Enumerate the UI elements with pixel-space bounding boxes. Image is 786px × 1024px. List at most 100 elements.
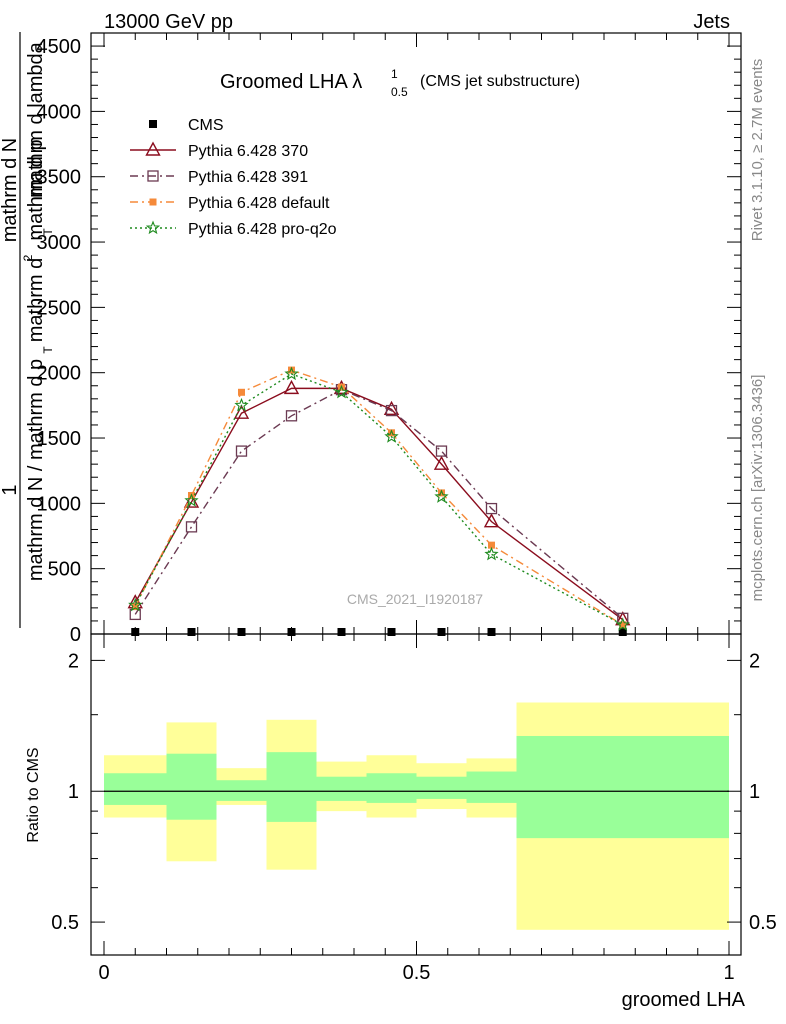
legend-label-cms: CMS bbox=[188, 117, 224, 134]
ratio-band-inner bbox=[516, 735, 729, 839]
data-point-pythia-6-428-pro-q2o bbox=[234, 397, 249, 412]
data-point-pythia-6-428-391 bbox=[185, 521, 198, 533]
data-point-pythia-6-428-pro-q2o bbox=[284, 366, 299, 381]
data-point-cms bbox=[387, 628, 396, 636]
x-tick-label: 0.5 bbox=[403, 962, 431, 984]
ylabel-dpt: mathrm d p bbox=[25, 139, 47, 240]
y-tick-label: 1500 bbox=[37, 428, 82, 450]
ratio-y-tick-label: 2 bbox=[68, 650, 79, 672]
data-point-pythia-6-428-default bbox=[288, 366, 295, 374]
ylabel-numerator: mathrm d N bbox=[0, 138, 21, 242]
y-tick-label: 2000 bbox=[37, 363, 82, 385]
title-main: Groomed LHA λ bbox=[220, 71, 362, 93]
data-point-cms bbox=[337, 628, 346, 636]
ratio-y-tick-label-right: 2 bbox=[749, 650, 760, 672]
y-tick-label: 500 bbox=[48, 559, 81, 581]
legend-label-pythia-6-428-default: Pythia 6.428 default bbox=[188, 195, 330, 212]
data-point-cms bbox=[487, 628, 496, 636]
data-point-cms bbox=[187, 628, 196, 636]
y-axis-label: 1 mathrm d N / mathrm d p T mathrm d 2 m… bbox=[0, 32, 55, 628]
ratio-y-tick-label-right: 0.5 bbox=[749, 912, 777, 934]
ratio-y-tick-label-right: 1 bbox=[749, 781, 760, 803]
ratio-band-inner bbox=[416, 776, 467, 799]
legend-label-pythia-6-428-391: Pythia 6.428 391 bbox=[188, 169, 308, 186]
ratio-band-inner bbox=[166, 753, 217, 820]
data-point-pythia-6-428-pro-q2o bbox=[384, 429, 399, 443]
mcplots-label: mcplots.cern.ch [arXiv:1306.3436] bbox=[749, 375, 766, 602]
y-tick-label: 2500 bbox=[37, 297, 82, 319]
ylabel-numerator-d: mathrm d bbox=[25, 258, 47, 342]
data-point-pythia-6-428-370 bbox=[233, 404, 250, 419]
y-tick-label: 4000 bbox=[37, 101, 82, 123]
series-line-pythia-6-428-391 bbox=[134, 388, 624, 619]
data-point-pythia-6-428-391 bbox=[385, 404, 398, 417]
data-point-cms bbox=[131, 628, 140, 636]
ratio-y-tick-label: 0.5 bbox=[51, 912, 79, 934]
title-subscript: 0.5 bbox=[391, 85, 408, 99]
ratio-band-inner bbox=[216, 780, 267, 801]
data-point-pythia-6-428-pro-q2o bbox=[128, 597, 143, 612]
data-point-pythia-6-428-391 bbox=[485, 502, 498, 515]
ratio-band-inner bbox=[466, 771, 517, 803]
analysis-id: CMS_2021_I1920187 bbox=[347, 591, 483, 607]
title-superscript: 1 bbox=[391, 67, 398, 81]
data-point-pythia-6-428-pro-q2o bbox=[484, 546, 499, 561]
data-point-pythia-6-428-pro-q2o bbox=[334, 384, 349, 399]
data-point-pythia-6-428-pro-q2o bbox=[184, 493, 199, 507]
ylabel-dpt-sub: T bbox=[41, 228, 55, 236]
energy-label: 13000 GeV pp bbox=[104, 11, 233, 33]
data-point-cms bbox=[618, 628, 627, 636]
process-label: Jets bbox=[693, 11, 730, 33]
series-line-pythia-6-428-pro-q2o bbox=[134, 373, 624, 626]
x-axis-label: groomed LHA bbox=[622, 989, 746, 1011]
data-point-pythia-6-428-default bbox=[388, 429, 395, 437]
x-tick-label: 0 bbox=[98, 962, 109, 984]
legend: CMS Pythia 6.428 370 Pythia 6.428 391 Pythi… bbox=[130, 117, 337, 238]
ylabel-dlambda: mathrm d lambda bbox=[25, 41, 47, 197]
legend-marker-pythia-6-428-370 bbox=[145, 141, 161, 156]
data-point-pythia-6-428-370 bbox=[433, 455, 450, 470]
ratio-band-inner bbox=[266, 752, 317, 822]
data-point-pythia-6-428-391 bbox=[435, 445, 448, 457]
rivet-label: Rivet 3.1.10, ≥ 2.7M events bbox=[749, 59, 766, 242]
ratio-band-inner bbox=[316, 776, 367, 801]
legend-marker-pythia-6-428-pro-q2o bbox=[145, 220, 161, 235]
ratio-panel: 0 0.5 1 0.5 0.5 1 1 2 2 bbox=[51, 633, 777, 984]
y-tick-label: 0 bbox=[70, 624, 81, 646]
data-point-cms bbox=[287, 628, 296, 636]
y-tick-label: 3500 bbox=[37, 167, 82, 189]
data-point-pythia-6-428-default bbox=[238, 388, 245, 396]
ylabel-denominator-sub: T bbox=[41, 346, 55, 354]
legend-marker-pythia-6-428-default bbox=[149, 198, 157, 206]
ratio-band-inner bbox=[104, 773, 167, 805]
legend-marker-pythia-6-428-391 bbox=[147, 170, 159, 182]
y-tick-label: 3000 bbox=[37, 232, 82, 254]
data-point-pythia-6-428-370 bbox=[383, 400, 400, 415]
data-point-pythia-6-428-370 bbox=[483, 513, 500, 528]
legend-label-pythia-6-428-370: Pythia 6.428 370 bbox=[188, 143, 308, 160]
plot-title: Groomed LHA λ 1 0.5 (CMS jet substructur… bbox=[220, 67, 580, 99]
ratio-y-tick-label: 1 bbox=[68, 781, 79, 803]
data-point-pythia-6-428-default bbox=[619, 621, 627, 629]
y-tick-label: 1000 bbox=[37, 493, 82, 515]
legend-label-pythia-6-428-pro-q2o: Pythia 6.428 pro-q2o bbox=[188, 221, 337, 238]
y-tick-label: 4500 bbox=[37, 36, 82, 58]
series-line-pythia-6-428-default bbox=[134, 369, 624, 626]
title-note: (CMS jet substructure) bbox=[420, 73, 580, 90]
data-point-pythia-6-428-pro-q2o bbox=[615, 617, 630, 631]
ylabel-denominator: mathrm d N / mathrm d p bbox=[25, 359, 47, 581]
data-point-pythia-6-428-370 bbox=[283, 379, 300, 395]
main-panel: 0 500 1000 1500 2000 2500 3000 3500 4000 4500 bbox=[37, 32, 742, 646]
data-point-pythia-6-428-391 bbox=[235, 445, 248, 457]
x-tick-label: 1 bbox=[723, 962, 734, 984]
data-point-cms bbox=[237, 628, 246, 636]
data-point-pythia-6-428-default bbox=[488, 541, 495, 549]
data-point-cms bbox=[437, 628, 446, 636]
legend-marker-cms bbox=[149, 120, 157, 128]
data-point-pythia-6-428-pro-q2o bbox=[434, 489, 449, 503]
ratio-ylabel: Ratio to CMS bbox=[25, 747, 42, 842]
ylabel-one: 1 bbox=[0, 484, 21, 495]
data-point-pythia-6-428-default bbox=[131, 603, 139, 611]
data-point-pythia-6-428-default bbox=[438, 489, 445, 497]
